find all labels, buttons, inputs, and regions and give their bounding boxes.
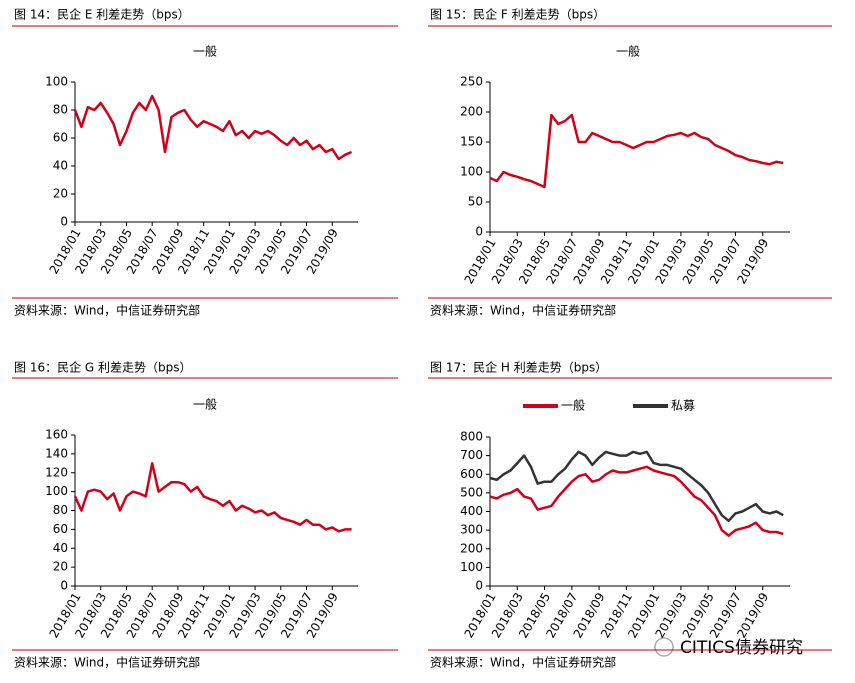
y-tick-label: 100 — [460, 165, 483, 179]
chart-title: 一般 — [193, 44, 217, 59]
y-tick-label: 800 — [460, 430, 483, 444]
watermark-text: CITICS债券研究 — [680, 638, 803, 658]
figure-title: 图 16：民企 G 利差走势（bps） — [14, 360, 192, 375]
y-tick-label: 50 — [468, 195, 483, 209]
y-tick-label: 20 — [53, 560, 68, 574]
y-tick-label: 160 — [45, 428, 68, 442]
y-tick-label: 60 — [53, 522, 68, 536]
line-series — [489, 113, 784, 189]
y-tick-label: 200 — [460, 105, 483, 119]
y-tick-label: 40 — [53, 541, 68, 555]
y-tick-label: 700 — [460, 448, 483, 462]
source: 资料来源：Wind，中信证券研究部 — [14, 655, 200, 670]
line-series — [73, 94, 353, 161]
y-tick-label: 0 — [60, 579, 68, 593]
y-tick-label: 100 — [45, 75, 68, 89]
y-tick-label: 300 — [460, 523, 483, 537]
y-tick-label: 80 — [53, 503, 68, 517]
watermark-icon — [654, 637, 674, 657]
y-tick-label: 600 — [460, 467, 483, 481]
y-tick-label: 100 — [45, 484, 68, 498]
y-tick-label: 40 — [53, 159, 68, 173]
y-tick-label: 20 — [53, 187, 68, 201]
y-tick-label: 0 — [475, 225, 483, 239]
figure-title: 图 14：民企 E 利差走势（bps） — [14, 7, 190, 22]
y-tick-label: 200 — [460, 541, 483, 555]
y-tick-label: 500 — [460, 485, 483, 499]
y-tick-label: 0 — [475, 579, 483, 593]
figure-title: 图 17：民企 H 利差走势（bps） — [430, 360, 607, 375]
watermark: CITICS债券研究 — [654, 637, 803, 658]
line-series — [73, 462, 352, 533]
y-tick-label: 140 — [45, 446, 68, 460]
y-tick-label: 100 — [460, 560, 483, 574]
line-series — [489, 465, 784, 537]
y-tick-label: 120 — [45, 465, 68, 479]
chart-title: 一般 — [193, 397, 217, 412]
line-series — [489, 450, 784, 523]
source: 资料来源：Wind，中信证券研究部 — [430, 303, 616, 318]
y-tick-label: 80 — [53, 103, 68, 117]
y-tick-label: 400 — [460, 504, 483, 518]
legend-label: 私募 — [671, 399, 695, 413]
figure-title: 图 15：民企 F 利差走势（bps） — [430, 7, 605, 22]
y-tick-label: 150 — [460, 135, 483, 149]
y-tick-label: 60 — [53, 131, 68, 145]
y-tick-label: 0 — [60, 215, 68, 229]
legend-label: 一般 — [561, 398, 585, 413]
chart-title: 一般 — [616, 44, 640, 59]
y-tick-label: 250 — [460, 75, 483, 89]
source: 资料来源：Wind，中信证券研究部 — [14, 303, 200, 318]
source: 资料来源：Wind，中信证券研究部 — [430, 655, 616, 670]
